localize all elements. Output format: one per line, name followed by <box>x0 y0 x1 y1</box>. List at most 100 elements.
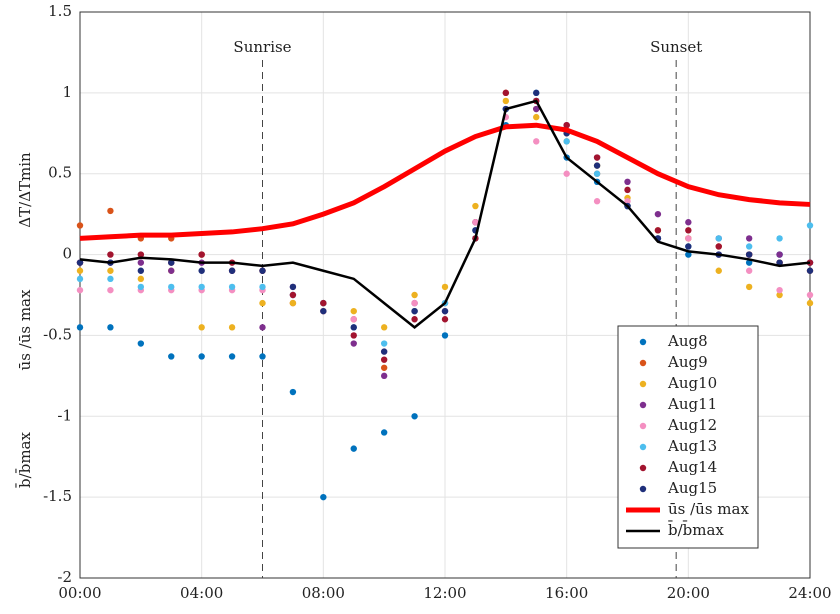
point <box>411 316 418 323</box>
point <box>685 227 692 234</box>
x-tick-label: 04:00 <box>180 584 223 602</box>
x-tick-label: 16:00 <box>545 584 588 602</box>
point <box>472 219 479 226</box>
point <box>107 324 114 331</box>
point <box>624 178 631 185</box>
point <box>259 267 266 274</box>
point <box>228 267 236 274</box>
point <box>806 291 814 299</box>
point <box>259 299 266 307</box>
y-tick-label: -1 <box>57 406 72 424</box>
point <box>228 324 236 331</box>
point <box>198 267 205 274</box>
legend-label: Aug10 <box>667 374 717 392</box>
y-axis-label: b̄/b̄max <box>16 432 34 488</box>
point <box>776 235 783 242</box>
point <box>776 291 783 299</box>
annotation: Sunrise <box>233 38 291 56</box>
point <box>411 413 418 420</box>
point <box>350 316 357 323</box>
legend-swatch <box>639 485 647 493</box>
point <box>168 267 175 274</box>
legend-label: Aug14 <box>667 458 717 476</box>
point <box>745 251 753 258</box>
point <box>776 286 783 294</box>
point <box>411 307 418 315</box>
point <box>624 186 631 194</box>
point <box>593 170 601 177</box>
point <box>654 210 662 218</box>
point <box>107 275 114 283</box>
x-tick-label: 12:00 <box>423 584 466 602</box>
point <box>107 251 114 258</box>
x-tick-label: 20:00 <box>667 584 710 602</box>
point <box>472 202 479 210</box>
point <box>350 307 357 315</box>
point <box>198 353 205 360</box>
point <box>563 138 570 145</box>
point <box>320 299 327 307</box>
point <box>685 251 692 258</box>
point <box>806 267 814 274</box>
point <box>137 340 145 347</box>
point <box>715 235 722 242</box>
point <box>198 283 205 291</box>
point <box>137 259 145 266</box>
x-tick-label: 24:00 <box>788 584 831 602</box>
point <box>593 154 601 161</box>
y-tick-label: 1.5 <box>48 2 72 20</box>
legend-label: b̄/b̄max <box>668 521 724 539</box>
legend-swatch <box>639 422 647 430</box>
point <box>137 251 145 258</box>
point <box>380 356 388 363</box>
x-tick-label: 08:00 <box>302 584 345 602</box>
point <box>289 283 297 291</box>
point <box>745 267 753 274</box>
annotation: Sunset <box>650 38 702 56</box>
y-axis-label: ΔT/ΔTmin <box>16 152 34 228</box>
point <box>441 316 449 323</box>
point <box>380 364 388 371</box>
point <box>411 291 418 299</box>
point <box>76 324 84 331</box>
point <box>441 283 449 291</box>
point <box>533 138 540 145</box>
point <box>350 445 357 452</box>
point <box>350 332 357 339</box>
point <box>533 89 540 97</box>
point <box>806 259 814 266</box>
point <box>563 122 570 129</box>
y-axis-label: ūs /ūs max <box>16 289 34 370</box>
point <box>198 324 205 331</box>
point <box>593 198 601 205</box>
point <box>502 89 510 97</box>
point <box>411 299 418 307</box>
legend-label: Aug8 <box>667 332 708 350</box>
point <box>289 388 297 396</box>
point <box>685 235 692 242</box>
point <box>228 353 236 360</box>
point <box>745 243 753 250</box>
y-tick-label: 0 <box>62 245 72 263</box>
point <box>380 372 388 380</box>
point <box>320 493 327 501</box>
y-tick-label: -1.5 <box>43 487 72 505</box>
point <box>107 267 114 274</box>
point <box>685 219 692 226</box>
point <box>289 299 297 307</box>
legend-swatch <box>639 338 647 346</box>
point <box>76 222 84 229</box>
point <box>715 267 722 274</box>
point <box>76 267 84 274</box>
point <box>441 307 449 315</box>
point <box>259 324 266 331</box>
point <box>593 162 601 169</box>
point <box>380 324 388 331</box>
point <box>380 340 388 347</box>
line <box>79 122 811 241</box>
point <box>76 286 84 294</box>
point <box>563 170 570 177</box>
point <box>259 283 266 291</box>
point <box>806 222 814 229</box>
